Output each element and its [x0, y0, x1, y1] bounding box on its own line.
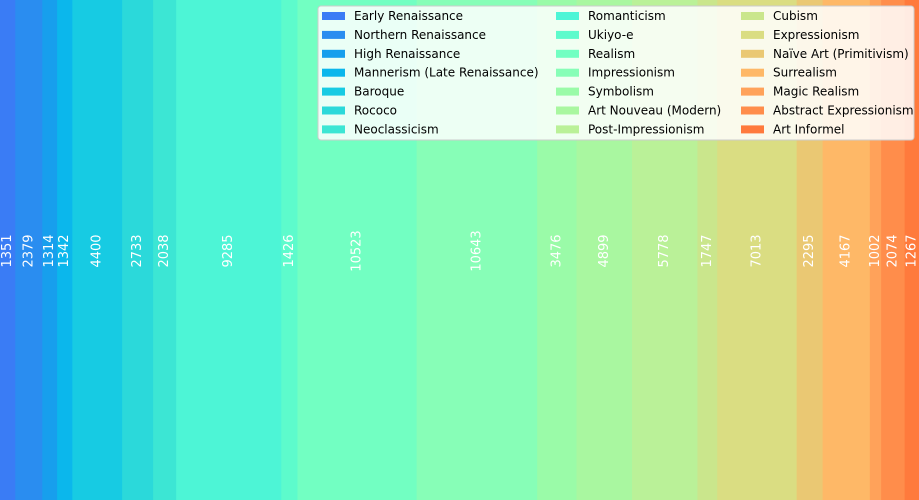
legend-swatch: [556, 87, 579, 96]
legend-label: Baroque: [354, 85, 404, 99]
value-label: 9285: [221, 234, 236, 267]
legend-label: Naïve Art (Primitivism): [773, 47, 909, 61]
bar-segment: [281, 0, 298, 500]
value-label: 10643: [469, 230, 484, 271]
legend-swatch: [322, 49, 345, 58]
legend-label: Early Renaissance: [354, 9, 463, 23]
value-label: 7013: [749, 234, 764, 267]
value-label: 4400: [90, 234, 105, 267]
bar-segment: [122, 0, 154, 500]
legend: Early Renaissance Northern Renaissance Hig…: [317, 5, 915, 141]
value-label: 1267: [904, 234, 919, 267]
legend-label: Expressionism: [773, 28, 859, 42]
legend-swatch: [322, 68, 345, 77]
value-label: 2074: [885, 234, 900, 267]
value-label: 2295: [802, 234, 817, 267]
legend-swatch: [556, 49, 579, 58]
legend-label: Magic Realism: [773, 85, 859, 99]
legend-swatch: [556, 68, 579, 77]
legend-swatch: [556, 106, 579, 115]
legend-box: [317, 5, 915, 141]
value-label: 2379: [21, 234, 36, 267]
legend-swatch: [741, 106, 764, 115]
bar-segment: [0, 0, 16, 500]
bar-segment: [176, 0, 282, 500]
value-label: 5778: [657, 234, 672, 267]
value-label: 2038: [157, 234, 172, 267]
legend-label: Impressionism: [588, 66, 675, 80]
bar-segment: [869, 0, 882, 500]
legend-swatch: [741, 125, 764, 134]
value-label: 1002: [868, 234, 883, 267]
legend-label: Cubism: [773, 9, 818, 23]
legend-label: Ukiyo-e: [588, 28, 633, 42]
value-label: 2733: [130, 234, 145, 267]
legend-swatch: [556, 12, 579, 20]
legend-label: Symbolism: [588, 85, 654, 99]
value-label: 1342: [57, 234, 72, 267]
legend-label: Romanticism: [588, 9, 666, 23]
legend-swatch: [741, 87, 764, 96]
value-label: 1351: [0, 234, 15, 267]
value-label: 1314: [42, 234, 57, 267]
value-label: 1426: [282, 234, 297, 267]
bar-segment: [57, 0, 73, 500]
legend-label: Neoclassicism: [354, 122, 439, 136]
value-label: 4899: [597, 234, 612, 267]
bar-segment: [153, 0, 177, 500]
legend-swatch: [322, 125, 345, 134]
legend-label: Mannerism (Late Renaissance): [354, 66, 539, 80]
value-label: 1747: [700, 234, 715, 267]
legend-swatch: [322, 12, 345, 20]
bar-segment: [15, 0, 43, 500]
value-label: 3476: [549, 234, 564, 267]
legend-label: Surrealism: [773, 66, 837, 80]
legend-swatch: [741, 68, 764, 77]
legend-label: Post-Impressionism: [588, 122, 704, 136]
legend-label: Realism: [588, 47, 635, 61]
legend-swatch: [741, 12, 764, 20]
legend-label: Art Nouveau (Modern): [588, 104, 721, 118]
bar-segment: [72, 0, 123, 500]
legend-swatch: [322, 87, 345, 96]
legend-swatch: [556, 30, 579, 39]
value-label: 4167: [839, 234, 854, 267]
legend-label: High Renaissance: [354, 47, 460, 61]
legend-label: Art Informel: [773, 122, 845, 136]
legend-swatch: [322, 106, 345, 115]
value-labels: 1351 2379 1314 1342 4400 2733 2038 9285 1426 1052…: [0, 230, 919, 271]
value-label: 10523: [350, 230, 365, 271]
legend-swatch: [322, 30, 345, 39]
legend-swatch: [741, 30, 764, 39]
bar-segment: [42, 0, 58, 500]
legend-swatch: [741, 49, 764, 58]
legend-swatch: [556, 125, 579, 134]
legend-label: Northern Renaissance: [354, 28, 486, 42]
legend-label: Abstract Expressionism: [773, 104, 914, 118]
legend-label: Rococo: [354, 104, 397, 118]
